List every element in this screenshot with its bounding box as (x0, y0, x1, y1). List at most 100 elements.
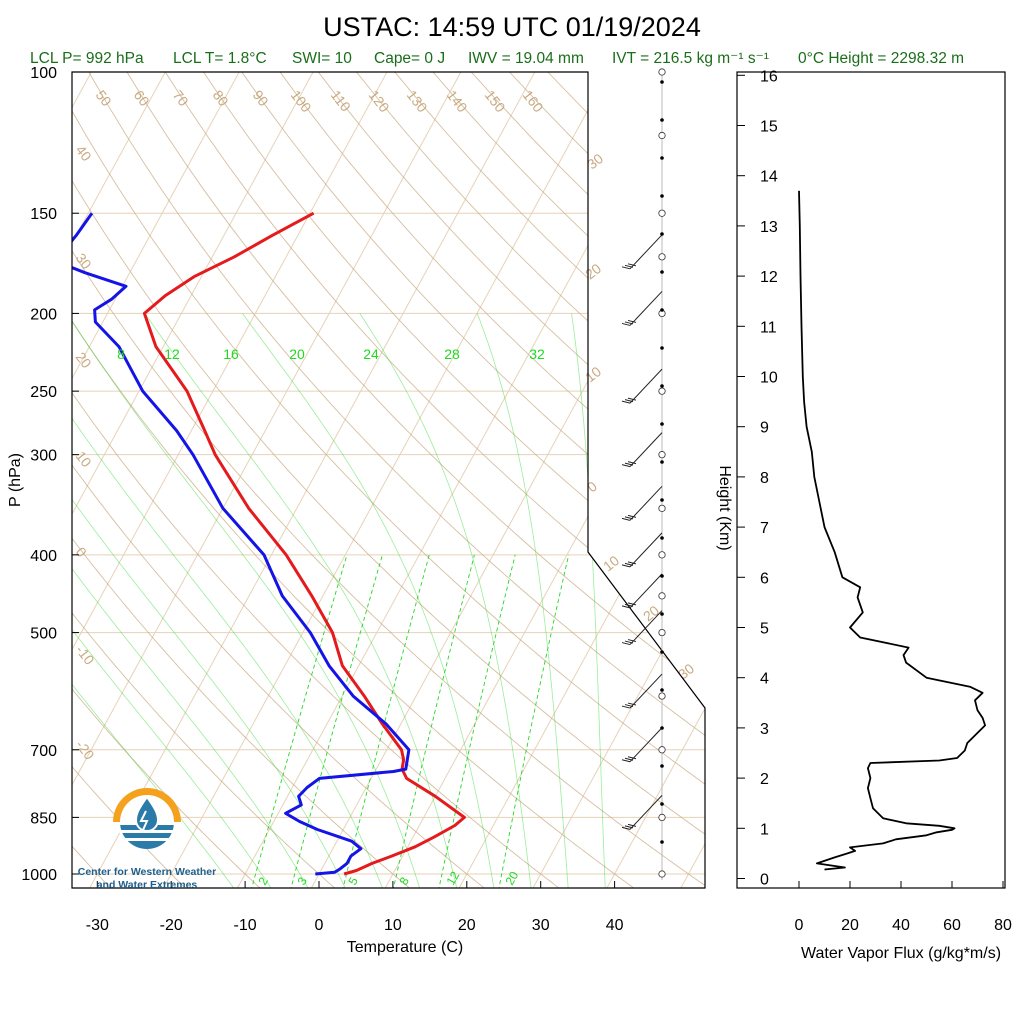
wind-barb-feather (621, 464, 631, 468)
mixing-ratio-label: 20 (289, 346, 305, 362)
isotherm-line (72, 72, 388, 888)
logo-drop-icon (134, 795, 160, 832)
dry-adiabat-line (279, 72, 705, 888)
height-tick-label: 15 (760, 119, 778, 136)
skewt-frame (71, 71, 706, 889)
dry-adiabat-label: 80 (210, 87, 232, 109)
wind-barb-feather (627, 397, 637, 401)
wind-barb-feather (627, 263, 637, 267)
wind-barb-feather (627, 461, 637, 465)
isotherm-line (161, 72, 610, 888)
moist-adiabat-line (72, 313, 274, 888)
mixing-ratio-line (341, 554, 430, 888)
wind-level-dot (660, 422, 664, 426)
isotherm-line (72, 72, 166, 888)
wind-level-dot (660, 194, 664, 198)
wind-barb-shaft (629, 291, 663, 326)
isotherm-line (72, 72, 314, 888)
dry-adiabat-line (164, 72, 705, 888)
height-tick-label: 10 (760, 370, 778, 387)
mixing-ratio-label: 3 (294, 874, 310, 887)
dry-adiabat-label: 0 (73, 544, 91, 560)
skewt-background (72, 72, 705, 888)
isotherm-line (604, 72, 705, 888)
cape-value: Cape= 0 J (374, 50, 445, 67)
pressure-tick-label: 250 (30, 384, 57, 401)
wind-level-dot (660, 612, 664, 616)
mixing-ratio-line (392, 554, 475, 888)
pressure-tick-label: 850 (30, 810, 57, 827)
wind-barb-shaft (629, 673, 663, 709)
wind-level-dot (660, 118, 664, 122)
dry-adiabat-label: 0 (584, 478, 600, 496)
wind-level-dot (660, 688, 664, 692)
temperature-axis-label: Temperature (C) (347, 939, 463, 956)
dry-adiabat-label: 10 (73, 448, 95, 470)
dry-adiabat-label: 50 (93, 87, 115, 109)
moist-adiabat-line (72, 313, 384, 888)
dry-adiabat-label: 70 (170, 87, 192, 109)
wind-level-dot (660, 232, 664, 236)
wind-barb-feather (624, 603, 634, 607)
moist-adiabat-line (72, 313, 237, 888)
dry-adiabat-label: -10 (73, 642, 98, 668)
dry-adiabat-label: 120 (366, 87, 393, 115)
height-tick-label: 9 (760, 420, 769, 437)
wind-level-dot (660, 498, 664, 502)
mixing-ratio-label: 16 (223, 346, 239, 362)
wind-level-dot (660, 308, 664, 312)
dry-adiabat-line (317, 72, 705, 888)
height-tick-label: 7 (760, 520, 769, 537)
wind-barb-station (658, 504, 666, 512)
dry-adiabat-label: 30 (675, 660, 697, 682)
logo-water (120, 822, 174, 849)
wind-barb-feather (624, 516, 634, 520)
height-tick-label: 13 (760, 219, 778, 236)
skewt-profiles (72, 211, 466, 876)
dry-adiabat-line (72, 72, 564, 888)
temperature-tick-label: 40 (606, 917, 624, 934)
flux-profile (798, 190, 986, 871)
mixing-ratio-line (289, 554, 383, 888)
pressure-tick-label: 1000 (21, 867, 57, 884)
flux-tick-label: 0 (795, 917, 804, 934)
temperature-tick-label: -20 (160, 917, 183, 934)
wind-barb-shaft (629, 485, 663, 521)
dry-adiabat-label: 10 (600, 552, 622, 574)
dry-adiabat-line (72, 72, 489, 888)
dry-adiabat-line (72, 72, 705, 888)
wind-barb-station (658, 68, 666, 76)
wind-level-dot (660, 270, 664, 274)
lcl-temperature: LCL T= 1.8°C (173, 50, 267, 67)
wind-barb-shaft (629, 532, 663, 568)
dry-adiabat-label: 20 (582, 260, 604, 282)
flux-tick-label: 20 (841, 917, 859, 934)
mixing-ratio-label: 12 (443, 869, 462, 888)
wind-barb-shaft (629, 727, 663, 763)
wind-barb-station (658, 870, 666, 878)
moist-adiabat-line (359, 313, 532, 888)
moist-adiabat-line (476, 313, 569, 888)
dry-adiabat-label: 90 (250, 87, 272, 109)
wind-level-dot (660, 840, 664, 844)
wind-level-dot (660, 384, 664, 388)
chart-title: USTAC: 14:59 UTC 01/19/2024 (323, 12, 701, 42)
wind-barb-shaft (629, 573, 663, 609)
wind-barb-feather (624, 264, 634, 268)
pressure-tick-label: 300 (30, 448, 57, 465)
wind-level-dot (660, 536, 664, 540)
dry-adiabat-line (470, 72, 705, 888)
wind-barb-shaft (629, 795, 663, 830)
mixing-ratio-label: 20 (502, 869, 521, 888)
height-tick-label: 1 (760, 821, 769, 838)
flux-tick-label: 60 (943, 917, 961, 934)
pressure-axis-label: P (hPa) (7, 453, 24, 507)
mixing-ratio-line (437, 554, 516, 888)
dry-adiabat-line (72, 72, 705, 888)
wind-barb-shaft (629, 432, 663, 467)
logo-text-line1: Center for Western Weather (78, 866, 216, 878)
wind-level-dot (660, 574, 664, 578)
height-tick-label: 14 (760, 169, 778, 186)
wind-level-dot (660, 764, 664, 768)
